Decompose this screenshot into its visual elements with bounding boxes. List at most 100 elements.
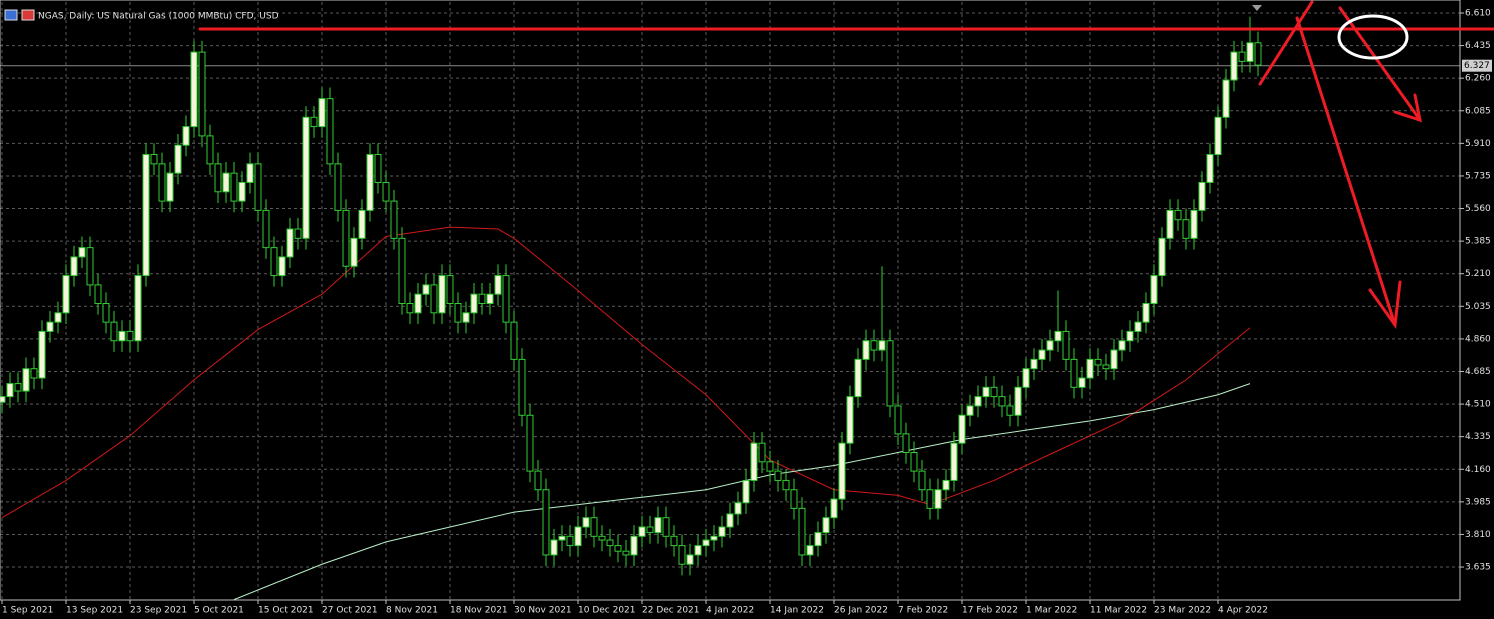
candle-body <box>214 163 222 193</box>
candle-body <box>1094 358 1102 366</box>
candle-body <box>46 321 54 332</box>
x-tick-label: 4 Jan 2022 <box>706 606 754 616</box>
y-tick-label: 6.435 <box>1465 41 1491 51</box>
candle-body <box>1174 209 1182 221</box>
candle-body <box>302 116 310 239</box>
y-tick-label: 5.035 <box>1465 302 1491 312</box>
candle-body <box>958 414 966 444</box>
candle-body <box>566 535 574 547</box>
candle-body <box>478 293 486 305</box>
marker <box>1252 5 1262 11</box>
candle-body <box>662 517 670 537</box>
candle-body <box>718 526 726 537</box>
candle-body <box>382 181 390 202</box>
candle-body <box>6 383 14 398</box>
candle-body <box>110 321 118 342</box>
candle-body <box>1246 42 1254 62</box>
y-tick-label: 3.810 <box>1465 530 1491 540</box>
candle-body <box>806 545 814 556</box>
candle-body <box>990 386 998 398</box>
candle-body <box>1222 79 1230 118</box>
x-tick-label: 1 Sep 2021 <box>2 606 53 616</box>
candle-body <box>294 228 302 239</box>
arrow-drawing <box>1295 16 1397 327</box>
candle-body <box>798 507 806 556</box>
y-tick-label: 5.735 <box>1465 171 1491 181</box>
candle-body <box>998 396 1006 407</box>
y-tick-label: 4.335 <box>1465 432 1491 442</box>
candle-body <box>678 545 686 565</box>
candle-body <box>1158 237 1166 277</box>
y-tick-label: 4.510 <box>1465 400 1491 410</box>
candle-body <box>102 303 110 323</box>
candle-body <box>1254 42 1262 66</box>
candle-body <box>862 340 870 360</box>
x-tick-label: 1 Mar 2022 <box>1026 606 1077 616</box>
y-tick-label: 5.385 <box>1465 237 1491 247</box>
y-tick-label: 6.260 <box>1465 74 1491 84</box>
x-tick-label: 18 Nov 2021 <box>450 606 508 616</box>
candle-body <box>270 247 278 277</box>
candle-body <box>1166 209 1174 239</box>
candle-body <box>734 502 742 515</box>
candle-body <box>526 414 534 472</box>
price-tag <box>1462 59 1492 72</box>
price-label: 6.327 <box>1464 61 1490 71</box>
candle-body <box>422 284 430 295</box>
candle-body <box>1046 340 1054 351</box>
icon <box>21 9 35 21</box>
candle-body <box>358 209 366 239</box>
y-tick-label: 6.085 <box>1465 106 1491 116</box>
candle-body <box>1038 349 1046 360</box>
candle-body <box>0 396 6 403</box>
arrow-head <box>1393 93 1422 123</box>
candle-body <box>318 98 326 128</box>
x-tick-label: 11 Mar 2022 <box>1090 606 1147 616</box>
candle-body <box>846 396 854 444</box>
candle-body <box>550 539 558 556</box>
axes: 6.610 6.435 6.260 6.085 5.910 5.735 5.560 5.385… <box>1 8 1492 616</box>
candle-body <box>470 293 478 314</box>
candle-body <box>286 228 294 258</box>
candle-body <box>974 396 982 407</box>
candle-body <box>558 535 566 541</box>
candle-body <box>830 498 838 519</box>
candle-body <box>262 209 270 249</box>
x-tick-label: 5 Oct 2021 <box>194 606 244 616</box>
candle-body <box>1238 51 1246 62</box>
candle-body <box>126 330 134 342</box>
candle-body <box>966 405 974 416</box>
moving-average <box>1 226 1251 519</box>
candle-body <box>406 303 414 314</box>
candle-body <box>438 275 446 314</box>
candle-body <box>790 489 798 509</box>
candle-body <box>534 470 542 491</box>
candle-body <box>366 154 374 211</box>
candle-body <box>1006 405 1014 416</box>
candle-body <box>454 303 462 323</box>
candle-body <box>118 330 126 342</box>
candle-body <box>310 116 318 128</box>
drawing <box>1258 0 1314 86</box>
candle-body <box>70 256 78 277</box>
candle-body <box>918 470 926 491</box>
candle-body <box>1182 219 1190 239</box>
y-tick-label: 4.160 <box>1465 465 1491 475</box>
candle-body <box>606 539 614 547</box>
y-tick-label: 5.210 <box>1465 269 1491 279</box>
icon <box>4 9 18 21</box>
candle-body <box>574 526 582 547</box>
candle-body <box>198 51 206 137</box>
candle-body <box>230 172 238 202</box>
candle-body <box>1126 330 1134 342</box>
candle-body <box>350 237 358 267</box>
candle-body <box>1022 368 1030 388</box>
x-tick-label: 14 Jan 2022 <box>770 606 824 616</box>
candle-body <box>854 358 862 398</box>
x-tick-label: 15 Oct 2021 <box>258 606 314 616</box>
x-tick-label: 23 Sep 2021 <box>130 606 187 616</box>
candle-body <box>630 535 638 556</box>
candle-body <box>334 163 342 211</box>
candle-body <box>894 405 902 435</box>
candle-body <box>598 535 606 541</box>
